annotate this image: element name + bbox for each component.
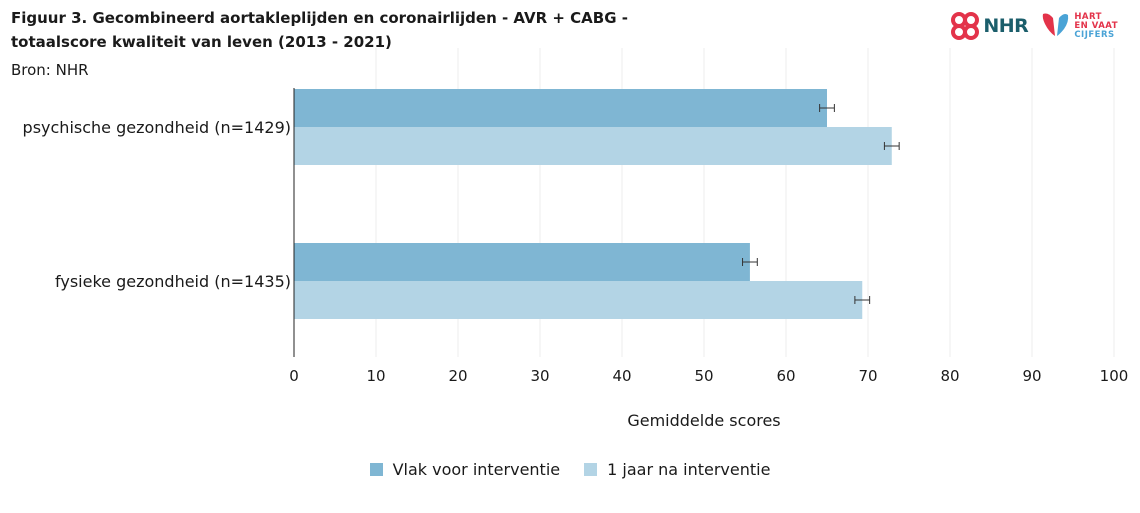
legend-label-after: 1 jaar na interventie (607, 460, 771, 479)
heart-drop-icon (1043, 13, 1069, 36)
legend-swatch-before (369, 463, 383, 476)
x-tick-label-60: 60 (776, 367, 795, 385)
bar-0-1 (294, 127, 892, 165)
x-tick-label-90: 90 (1022, 367, 1041, 385)
legend-swatch-after (584, 463, 598, 476)
bar-1-1 (294, 281, 863, 319)
hvc-logo-line3: CIJFERS (1074, 29, 1115, 40)
nhr-logo: NHR (949, 10, 1029, 42)
x-axis-title: Gemiddelde scores (627, 411, 781, 430)
x-tick-label-0: 0 (289, 367, 299, 385)
category-label-0: psychische gezondheid (n=1429) (23, 118, 291, 137)
x-tick-label-30: 30 (530, 367, 549, 385)
x-tick-label-10: 10 (366, 367, 385, 385)
nhr-logo-text: NHR (983, 15, 1029, 37)
x-tick-label-20: 20 (448, 367, 467, 385)
legend-item-after: 1 jaar na interventie (584, 460, 770, 479)
x-tick-label-40: 40 (612, 367, 631, 385)
bar-1-0 (294, 243, 750, 281)
x-tick-label-70: 70 (858, 367, 877, 385)
hart-en-vaat-cijfers-logo: HART EN VAAT CIJFERS (1040, 10, 1118, 42)
hvc-logo-text: HART EN VAAT CIJFERS (1074, 11, 1118, 40)
x-tick-label-100: 100 (1100, 367, 1129, 385)
category-label-1: fysieke gezondheid (n=1435) (55, 272, 291, 291)
nhr-logo-icon (951, 12, 980, 40)
hvc-logo-line2: EN VAAT (1074, 20, 1118, 31)
x-tick-label-50: 50 (694, 367, 713, 385)
chart-source: Bron: NHR (11, 61, 89, 79)
legend-item-before: Vlak voor interventie (369, 460, 561, 479)
x-tick-label-80: 80 (940, 367, 959, 385)
hvc-logo-line1: HART (1074, 11, 1102, 22)
logo-group: NHR HART EN VAAT CIJFERS (949, 10, 1118, 42)
chart-title: Figuur 3. Gecombineerd aortakleplijden e… (11, 9, 628, 51)
legend-label-before: Vlak voor interventie (392, 460, 561, 479)
bar-0-0 (294, 89, 827, 127)
legend: Vlak voor interventie 1 jaar na interven… (0, 460, 1140, 479)
